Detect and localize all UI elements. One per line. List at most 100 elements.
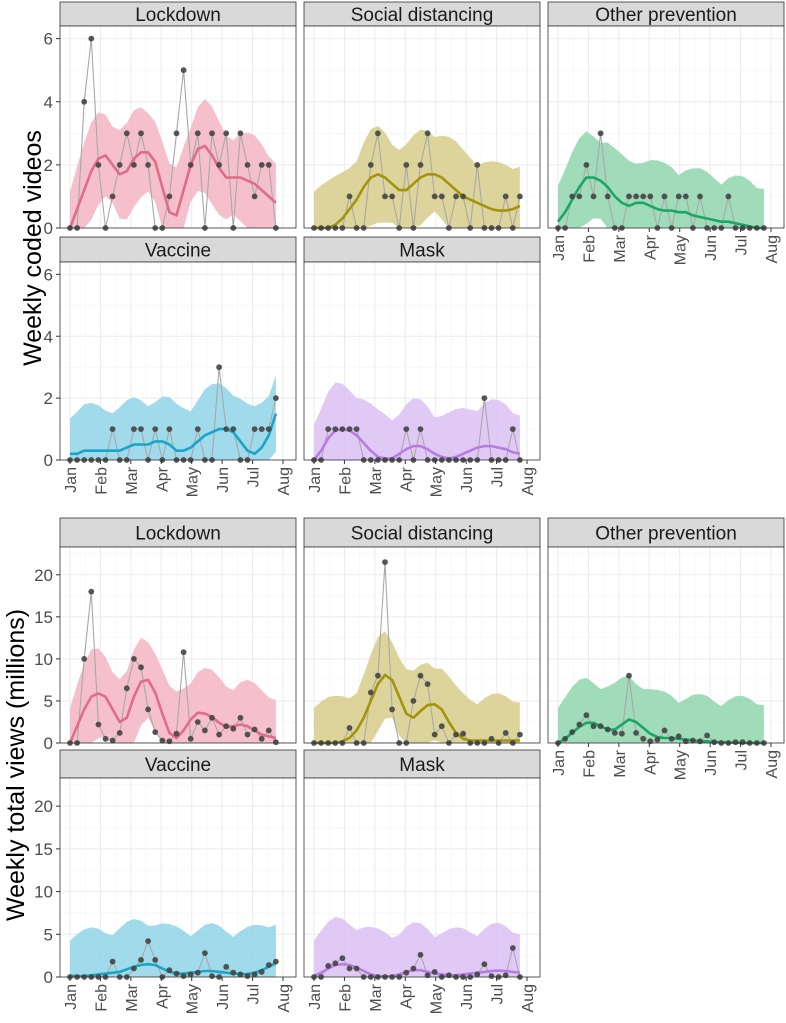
data-point-chart1-social-distancing bbox=[367, 689, 374, 696]
data-point-chart0-mask bbox=[325, 426, 332, 432]
x-tick-label-chart0-vaccine: Apr bbox=[154, 466, 171, 492]
data-point-chart0-social-distancing bbox=[367, 162, 374, 168]
x-tick-label-chart1-vaccine: May bbox=[185, 984, 202, 1014]
x-tick-label-chart0-mask: Jun bbox=[459, 467, 476, 493]
data-point-chart1-lockdown bbox=[173, 730, 180, 737]
data-point-chart0-vaccine bbox=[194, 426, 201, 432]
data-point-chart0-vaccine bbox=[131, 426, 137, 432]
data-point-chart1-social-distancing bbox=[488, 735, 495, 742]
panel-chart0-other-prevention: Other prevention Jan Feb Mar Apr May Jun Jul Aug bbox=[547, 1, 785, 265]
data-point-chart1-vaccine bbox=[138, 957, 144, 963]
data-point-chart1-other-prevention bbox=[690, 737, 696, 744]
data-point-chart1-other-prevention bbox=[619, 730, 625, 737]
data-point-chart1-vaccine bbox=[173, 970, 180, 977]
x-tick-label-chart0-mask: May bbox=[429, 467, 446, 497]
panel-border-chart0-social-distancing bbox=[303, 25, 541, 229]
panel-chart1-mask: Mask Jan Feb Mar Apr May Jun Jul Aug bbox=[303, 749, 541, 1014]
data-point-chart0-lockdown bbox=[251, 193, 258, 200]
raw-line-chart0-other-prevention bbox=[558, 133, 764, 229]
data-point-chart0-social-distancing bbox=[474, 162, 481, 168]
x-tick-label-chart0-other-prevention: Mar bbox=[612, 234, 629, 262]
x-tick-label-chart0-vaccine: Jun bbox=[215, 467, 232, 493]
data-point-chart1-mask bbox=[417, 951, 424, 958]
panel-chart1-vaccine: Vaccine 0 5 10 15 20 Jan Feb Mar Apr May Jun Jul Aug bbox=[34, 749, 297, 1014]
data-point-chart1-other-prevention bbox=[597, 723, 604, 730]
x-tick-label-chart0-other-prevention: Jul bbox=[734, 235, 751, 255]
data-point-chart0-lockdown bbox=[116, 162, 123, 168]
data-point-chart1-mask bbox=[488, 973, 495, 979]
panel-chart1-other-prevention: Other prevention Jan Feb Mar Apr May Jun Jul Aug bbox=[547, 517, 785, 780]
x-tick-label-chart0-vaccine: Jan bbox=[63, 467, 80, 493]
x-tick-label-chart1-mask: May bbox=[429, 984, 446, 1014]
x-tick-label-chart0-mask: Jan bbox=[307, 467, 324, 493]
data-point-chart0-lockdown bbox=[88, 35, 95, 42]
strip-label-chart0-mask: Mask bbox=[399, 241, 445, 262]
data-point-chart1-lockdown bbox=[209, 714, 215, 721]
y-tick-label-chart0-vaccine: 4 bbox=[44, 327, 53, 346]
data-point-chart0-other-prevention bbox=[569, 193, 576, 200]
data-point-chart0-vaccine bbox=[223, 426, 230, 432]
data-point-chart0-vaccine bbox=[216, 364, 223, 371]
data-point-chart1-other-prevention bbox=[668, 735, 675, 742]
data-point-chart1-social-distancing bbox=[382, 559, 388, 565]
data-point-chart0-mask bbox=[353, 426, 360, 432]
data-point-chart1-other-prevention bbox=[569, 729, 576, 735]
data-point-chart0-vaccine bbox=[166, 426, 173, 432]
panel-border-chart0-lockdown bbox=[59, 25, 297, 229]
data-point-chart0-other-prevention bbox=[640, 193, 647, 200]
panel-border-chart0-other-prevention bbox=[547, 25, 785, 229]
x-tick-label-chart0-other-prevention: Jun bbox=[703, 235, 720, 261]
x-tick-label-chart1-other-prevention: Mar bbox=[612, 749, 629, 777]
data-point-chart0-lockdown bbox=[123, 130, 130, 137]
data-point-chart0-social-distancing bbox=[389, 193, 395, 200]
data-point-chart0-social-distancing bbox=[460, 193, 466, 200]
data-point-chart0-mask bbox=[509, 426, 516, 432]
data-point-chart1-lockdown bbox=[145, 706, 152, 713]
data-point-chart0-lockdown bbox=[95, 162, 102, 168]
data-point-chart1-vaccine bbox=[152, 957, 159, 963]
data-point-chart0-other-prevention bbox=[604, 193, 611, 200]
trend-line-chart0-social-distancing bbox=[314, 173, 521, 230]
strip-label-chart1-lockdown: Lockdown bbox=[135, 524, 221, 545]
y-tick-label-chart0-vaccine: 0 bbox=[44, 451, 53, 470]
data-point-chart1-mask bbox=[410, 965, 417, 972]
x-tick-label-chart1-other-prevention: Feb bbox=[581, 750, 598, 778]
strip-label-chart0-vaccine: Vaccine bbox=[145, 241, 211, 262]
data-point-chart0-mask bbox=[339, 426, 346, 432]
x-tick-label-chart0-vaccine: May bbox=[185, 467, 202, 497]
data-point-chart0-vaccine bbox=[251, 426, 258, 432]
data-point-chart1-other-prevention bbox=[739, 739, 746, 746]
y-tick-label-chart1-lockdown: 5 bbox=[44, 692, 53, 711]
data-point-chart1-mask bbox=[481, 961, 488, 968]
data-point-chart1-lockdown bbox=[159, 737, 166, 744]
data-point-chart1-lockdown bbox=[180, 649, 187, 656]
data-point-chart1-other-prevention bbox=[633, 730, 639, 736]
data-point-chart0-other-prevention bbox=[725, 193, 732, 200]
y-tick-label-chart0-lockdown: 0 bbox=[44, 219, 53, 238]
data-point-chart1-lockdown bbox=[138, 664, 144, 671]
confidence-band-chart0-lockdown bbox=[70, 99, 276, 228]
data-point-chart1-lockdown bbox=[202, 727, 208, 734]
x-tick-label-chart0-mask: Aug bbox=[520, 467, 537, 495]
y-axis-label-top: Weekly coded videos bbox=[19, 130, 47, 366]
data-point-chart1-other-prevention bbox=[604, 726, 611, 733]
strip-label-chart1-other-prevention: Other prevention bbox=[595, 524, 737, 545]
panel-border-chart1-mask bbox=[303, 777, 541, 978]
data-point-chart0-lockdown bbox=[187, 162, 194, 168]
confidence-band-chart0-mask bbox=[314, 382, 520, 460]
data-point-chart0-lockdown bbox=[244, 162, 251, 168]
data-point-chart1-lockdown bbox=[223, 723, 230, 730]
raw-line-chart0-lockdown bbox=[70, 38, 277, 229]
data-point-chart0-social-distancing bbox=[417, 162, 424, 168]
data-point-chart0-lockdown bbox=[180, 67, 187, 74]
data-point-chart0-other-prevention bbox=[633, 193, 639, 200]
strip-label-chart0-other-prevention: Other prevention bbox=[595, 5, 737, 26]
panel-chart0-mask: Mask Jan Feb Mar Apr May Jun Jul Aug bbox=[303, 236, 541, 497]
x-tick-label-chart1-vaccine: Mar bbox=[124, 983, 141, 1011]
data-point-chart1-other-prevention bbox=[654, 736, 661, 743]
x-tick-label-chart1-other-prevention: Jan bbox=[551, 750, 568, 776]
panel-chart1-social-distancing: Social distancing bbox=[303, 517, 541, 746]
data-point-chart0-vaccine bbox=[138, 426, 144, 432]
x-tick-label-chart1-other-prevention: Jul bbox=[734, 750, 751, 770]
